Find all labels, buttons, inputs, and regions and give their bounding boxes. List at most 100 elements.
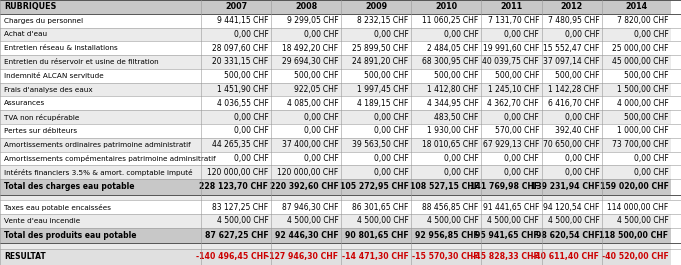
Bar <box>271 41 341 55</box>
Text: 1 997,45 CHF: 1 997,45 CHF <box>357 85 409 94</box>
Bar <box>341 179 411 195</box>
Bar <box>0 28 201 41</box>
Bar <box>0 179 201 195</box>
Text: 1 245,10 CHF: 1 245,10 CHF <box>488 85 539 94</box>
Text: 87 946,30 CHF: 87 946,30 CHF <box>282 202 338 211</box>
Bar <box>542 55 602 69</box>
Bar <box>271 179 341 195</box>
Bar <box>201 124 271 138</box>
Bar <box>201 152 271 165</box>
Text: 0,00 CHF: 0,00 CHF <box>565 113 599 122</box>
Bar <box>481 0 542 14</box>
Text: Vente d'eau incendie: Vente d'eau incendie <box>4 218 80 224</box>
Bar <box>542 14 602 28</box>
Text: Assurances: Assurances <box>4 100 46 106</box>
Text: 922,05 CHF: 922,05 CHF <box>294 85 338 94</box>
Text: 8 232,15 CHF: 8 232,15 CHF <box>358 16 409 25</box>
Bar <box>602 14 671 28</box>
Text: Amortissements ordinaires patrimoine administratif: Amortissements ordinaires patrimoine adm… <box>4 142 191 148</box>
Text: -14 471,30 CHF: -14 471,30 CHF <box>342 252 409 261</box>
Bar <box>341 214 411 228</box>
Text: 9 441,15 CHF: 9 441,15 CHF <box>217 16 268 25</box>
Text: 0,00 CHF: 0,00 CHF <box>304 113 338 122</box>
Text: 39 563,50 CHF: 39 563,50 CHF <box>352 140 409 149</box>
Bar <box>602 243 671 249</box>
Text: Taxes eau potable encaissées: Taxes eau potable encaissées <box>4 204 111 210</box>
Bar <box>0 165 201 179</box>
Text: 95 941,65 CHF: 95 941,65 CHF <box>475 231 539 240</box>
Bar <box>481 179 542 195</box>
Bar <box>542 28 602 41</box>
Bar <box>481 138 542 152</box>
Bar <box>602 55 671 69</box>
Bar <box>411 165 481 179</box>
Text: 4 500,00 CHF: 4 500,00 CHF <box>287 216 338 225</box>
Text: 483,50 CHF: 483,50 CHF <box>434 113 479 122</box>
Text: 4 344,95 CHF: 4 344,95 CHF <box>427 99 479 108</box>
Bar <box>201 96 271 110</box>
Bar <box>542 138 602 152</box>
Bar <box>0 138 201 152</box>
Bar <box>201 55 271 69</box>
Bar <box>542 96 602 110</box>
Bar <box>0 41 201 55</box>
Bar <box>0 228 201 243</box>
Text: 37 097,14 CHF: 37 097,14 CHF <box>543 58 599 67</box>
Text: 0,00 CHF: 0,00 CHF <box>504 154 539 163</box>
Bar <box>341 195 411 200</box>
Text: 0,00 CHF: 0,00 CHF <box>565 30 599 39</box>
Bar <box>411 28 481 41</box>
Bar <box>602 28 671 41</box>
Bar <box>542 69 602 83</box>
Bar <box>341 110 411 124</box>
Bar <box>481 69 542 83</box>
Text: 9 299,05 CHF: 9 299,05 CHF <box>287 16 338 25</box>
Bar <box>201 214 271 228</box>
Text: Entretien réseau & installations: Entretien réseau & installations <box>4 45 118 51</box>
Bar <box>201 138 271 152</box>
Bar <box>602 249 671 265</box>
Bar <box>271 138 341 152</box>
Text: Intéréts financiers 3.5% & amort. comptable imputé: Intéréts financiers 3.5% & amort. compta… <box>4 169 193 176</box>
Text: 0,00 CHF: 0,00 CHF <box>444 30 479 39</box>
Bar <box>411 83 481 96</box>
Text: 2009: 2009 <box>365 2 387 11</box>
Bar <box>481 96 542 110</box>
Bar <box>341 41 411 55</box>
Bar <box>201 69 271 83</box>
Bar <box>271 0 341 14</box>
Text: -40 520,00 CHF: -40 520,00 CHF <box>601 252 669 261</box>
Text: 4 362,70 CHF: 4 362,70 CHF <box>488 99 539 108</box>
Bar <box>271 228 341 243</box>
Bar <box>201 28 271 41</box>
Bar <box>602 195 671 200</box>
Bar <box>481 41 542 55</box>
Bar <box>411 124 481 138</box>
Bar <box>542 179 602 195</box>
Text: 40 039,75 CHF: 40 039,75 CHF <box>482 58 539 67</box>
Text: 118 500,00 CHF: 118 500,00 CHF <box>599 231 669 240</box>
Text: 0,00 CHF: 0,00 CHF <box>633 30 669 39</box>
Text: 4 036,55 CHF: 4 036,55 CHF <box>217 99 268 108</box>
Bar <box>481 55 542 69</box>
Bar <box>542 124 602 138</box>
Text: 90 801,65 CHF: 90 801,65 CHF <box>345 231 409 240</box>
Text: 500,00 CHF: 500,00 CHF <box>624 71 669 80</box>
Bar <box>341 124 411 138</box>
Text: 44 265,35 CHF: 44 265,35 CHF <box>212 140 268 149</box>
Bar <box>0 0 201 14</box>
Text: 114 000,00 CHF: 114 000,00 CHF <box>607 202 669 211</box>
Bar <box>0 214 201 228</box>
Bar <box>411 55 481 69</box>
Text: 500,00 CHF: 500,00 CHF <box>434 71 479 80</box>
Text: Indemnité ALCAN servitude: Indemnité ALCAN servitude <box>4 73 104 79</box>
Bar <box>602 83 671 96</box>
Bar <box>0 69 201 83</box>
Text: 0,00 CHF: 0,00 CHF <box>633 154 669 163</box>
Text: 0,00 CHF: 0,00 CHF <box>565 154 599 163</box>
Text: 1 142,28 CHF: 1 142,28 CHF <box>548 85 599 94</box>
Bar <box>542 152 602 165</box>
Bar <box>542 243 602 249</box>
Bar <box>481 200 542 214</box>
Text: 1 000,00 CHF: 1 000,00 CHF <box>617 126 669 135</box>
